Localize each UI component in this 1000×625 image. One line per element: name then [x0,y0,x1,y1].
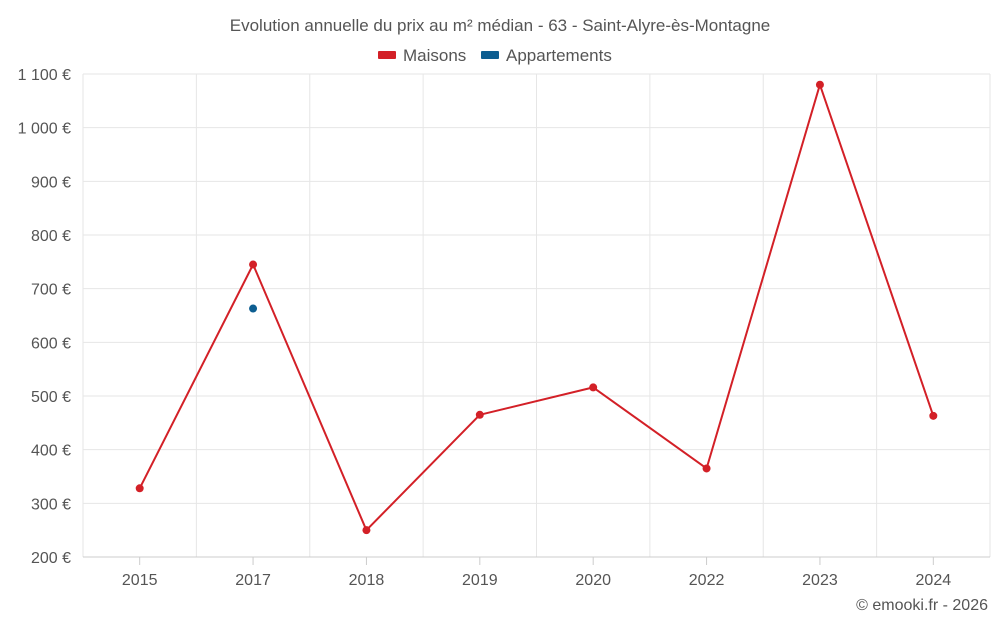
legend: Maisons Appartements [378,46,612,65]
y-tick-label: 200 € [31,550,71,567]
legend-swatch-maisons [378,51,396,59]
y-tick-label: 500 € [31,389,71,406]
data-point-maisons-2015[interactable] [135,484,144,493]
y-tick-label: 300 € [31,496,71,513]
data-point-maisons-2024[interactable] [929,411,938,420]
axes: 200 € 300 € 400 € 500 € 600 € 700 € 800 € 900 €… [18,67,990,589]
legend-label-maisons: Maisons [403,46,466,65]
data-point-appartements-2017[interactable] [249,304,258,313]
y-tick-label: 1 100 € [18,67,71,84]
x-tick-label: 2017 [235,572,271,589]
x-tick-label: 2019 [462,572,498,589]
data-point-maisons-2019[interactable] [475,410,484,419]
legend-swatch-appartements [481,51,499,59]
data-point-maisons-2022[interactable] [702,464,711,473]
credit-text: © emooki.fr - 2026 [856,597,988,614]
y-tick-label: 1 000 € [18,121,71,138]
grid [82,73,991,558]
x-tick-label: 2015 [122,572,158,589]
series-maisons [135,80,938,535]
y-tick-label: 900 € [31,174,71,191]
y-tick-label: 800 € [31,228,71,245]
x-tick-label: 2018 [349,572,385,589]
data-point-maisons-2018[interactable] [362,526,371,535]
data-point-maisons-2017[interactable] [249,260,258,269]
data-point-maisons-2020[interactable] [589,383,598,392]
x-tick-label: 2020 [575,572,611,589]
series-appartements [249,304,258,313]
legend-item-maisons[interactable]: Maisons [378,46,466,65]
chart-title: Evolution annuelle du prix au m² médian … [230,16,771,35]
legend-item-appartements[interactable]: Appartements [481,46,612,65]
y-tick-label: 700 € [31,282,71,299]
series-line-maisons [138,83,935,532]
x-tick-label: 2024 [916,572,952,589]
data-point-maisons-2023[interactable] [815,80,824,89]
legend-label-appartements: Appartements [506,46,612,65]
x-tick-label: 2022 [689,572,725,589]
x-tick-label: 2023 [802,572,838,589]
series [135,80,938,535]
y-tick-label: 400 € [31,443,71,460]
y-tick-label: 600 € [31,335,71,352]
